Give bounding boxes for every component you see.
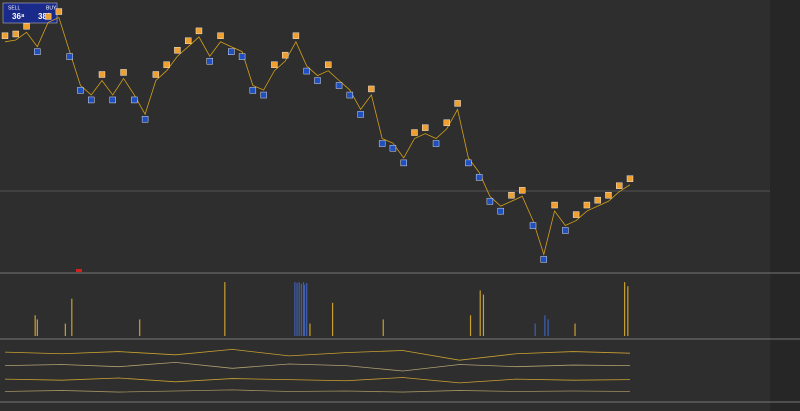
histogram-bar — [34, 315, 36, 336]
sell-marker — [432, 140, 440, 147]
sell-marker — [238, 53, 246, 60]
sell-marker — [260, 91, 267, 99]
buy-marker — [508, 192, 515, 199]
histogram-bar — [300, 283, 302, 336]
sell-marker — [141, 116, 149, 123]
buy-marker — [195, 27, 203, 35]
series-line — [4, 361, 631, 372]
histogram-bar — [309, 323, 311, 336]
sell-marker — [400, 159, 407, 167]
buy-marker — [12, 30, 19, 38]
sell-price[interactable]: 36⁸ — [12, 12, 25, 21]
sell-marker — [228, 48, 235, 55]
histogram-bar — [306, 282, 308, 336]
sell-marker — [314, 77, 321, 84]
buy-marker — [325, 61, 332, 68]
buy-marker — [443, 119, 451, 126]
sell-marker — [389, 144, 397, 152]
buy-marker — [1, 32, 9, 39]
sell-marker — [529, 222, 537, 229]
series-line — [4, 377, 631, 384]
trade-panel[interactable]: SELL BUY 36⁸ 38⁰ — [2, 2, 58, 24]
histogram-bar — [298, 282, 300, 336]
buy-marker — [281, 51, 289, 59]
buy-marker — [626, 175, 634, 182]
sell-marker — [77, 87, 84, 94]
histogram-bar — [294, 282, 296, 336]
buy-marker — [454, 100, 461, 107]
histogram-bar — [331, 302, 334, 336]
sell-marker — [335, 82, 343, 89]
sell-marker — [540, 256, 547, 263]
series-line — [4, 389, 631, 393]
sell-marker — [303, 67, 310, 75]
histogram-bar — [36, 319, 38, 336]
buy-marker — [98, 71, 106, 78]
sell-marker — [131, 96, 138, 104]
sell-marker — [562, 227, 569, 234]
sell-marker — [88, 96, 95, 104]
buy-marker — [605, 192, 612, 199]
sell-marker — [486, 198, 494, 205]
histogram-bar — [224, 282, 226, 336]
buy-marker — [551, 201, 558, 209]
histogram-bar — [479, 290, 481, 336]
price-axis — [770, 0, 800, 411]
buy-marker — [572, 211, 580, 218]
sell-marker — [34, 48, 41, 55]
buy-label[interactable]: BUY — [46, 5, 57, 11]
sell-marker — [206, 58, 213, 65]
sell-marker — [465, 159, 472, 167]
histogram-bar — [139, 319, 141, 336]
histogram-bar — [296, 282, 298, 336]
sell-marker — [109, 96, 116, 104]
sell-label[interactable]: SELL — [8, 5, 20, 11]
buy-marker — [271, 61, 278, 68]
buy-marker — [44, 13, 52, 20]
histogram-bar — [624, 282, 626, 336]
marker — [76, 269, 82, 272]
series-line — [4, 16, 631, 256]
histogram-bar — [469, 315, 472, 336]
histogram-bar — [64, 323, 66, 336]
buy-marker — [23, 23, 30, 30]
buy-marker — [55, 8, 63, 15]
histogram-bar — [482, 294, 485, 336]
sell-marker — [346, 91, 354, 99]
sell-marker — [497, 207, 504, 215]
buy-marker — [594, 196, 601, 204]
buy-marker — [184, 37, 192, 44]
sell-marker — [378, 140, 386, 147]
buy-marker — [583, 201, 591, 209]
histogram-bar — [302, 282, 305, 336]
buy-marker — [152, 71, 160, 78]
buy-marker — [519, 187, 526, 194]
histogram-bar — [547, 319, 549, 336]
histogram-bar — [544, 315, 546, 336]
buy-marker — [217, 32, 224, 39]
histogram-bar — [574, 323, 576, 336]
sell-marker — [357, 111, 364, 118]
histogram-bar — [382, 319, 384, 336]
buy-marker — [616, 182, 623, 189]
buy-marker — [368, 85, 375, 93]
buy-marker — [292, 32, 300, 39]
buy-marker — [411, 129, 418, 136]
histogram-bar — [627, 286, 629, 336]
sell-marker — [249, 87, 257, 94]
sell-marker — [475, 174, 483, 181]
series-line — [4, 348, 631, 361]
histogram-bar — [71, 298, 73, 336]
buy-marker — [163, 61, 170, 68]
buy-marker — [422, 124, 429, 131]
buy-price[interactable]: 38⁰ — [38, 12, 51, 21]
buy-marker — [174, 47, 181, 54]
sell-marker — [66, 53, 73, 60]
buy-marker — [120, 69, 127, 76]
histogram-bar — [303, 284, 306, 336]
histogram-bar — [534, 323, 536, 336]
